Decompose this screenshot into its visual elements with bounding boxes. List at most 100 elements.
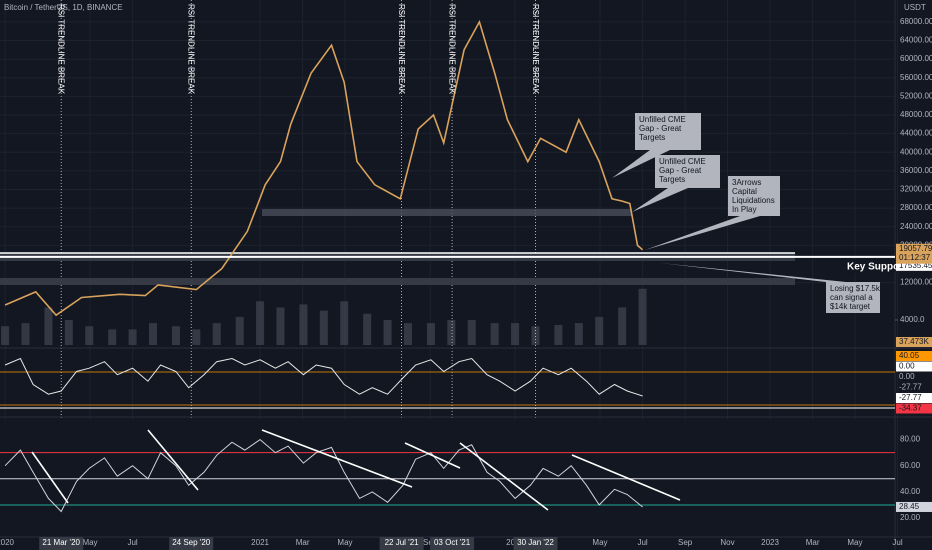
x-tick-label: Jul [637, 538, 647, 547]
y-tick-label: 60000.00 [900, 54, 932, 63]
callout-text: $14k target [830, 302, 871, 311]
osc-label: 40.05 [899, 351, 920, 360]
osc-label: -34.37 [899, 404, 922, 413]
volume-bar [171, 326, 180, 345]
event-note: RSI TRENDLINE BREAK [187, 4, 196, 95]
y-tick-label: 24000.00 [900, 222, 932, 231]
trendline [571, 454, 681, 501]
x-tick-label: Jul [892, 538, 902, 547]
y-tick-label: 64000.00 [900, 36, 932, 45]
x-tick-label: May [337, 538, 352, 547]
volume-bar [574, 323, 583, 345]
event-note: RSI TRENDLINE BREAK [57, 4, 66, 95]
trendline [261, 429, 413, 488]
callout-pointer [632, 188, 688, 212]
volume-bar [148, 323, 157, 345]
trendline [31, 451, 69, 504]
oscillator-line [4, 357, 643, 397]
last-price-label: 19057.79 [899, 244, 932, 253]
y-tick-label: 40.00 [900, 487, 921, 496]
y-tick-label: 28000.00 [900, 203, 932, 212]
event-date: 22 Jul '21 [385, 538, 420, 547]
volume-last-label: 37.473K [899, 337, 929, 346]
x-tick-label: Mar [806, 538, 820, 547]
y-tick-label: 44000.00 [900, 129, 932, 138]
callout-box [728, 176, 780, 216]
volume-bar [44, 307, 53, 345]
callout-box [826, 282, 880, 313]
osc-label-box [896, 351, 932, 361]
callout-text: Capital [732, 187, 757, 196]
cme-gap-band [262, 209, 632, 216]
y-tick-label: 4000.0 [900, 315, 925, 324]
event-date: 30 Jan '22 [517, 538, 554, 547]
callout-text: Losing $17.5k [830, 284, 881, 293]
volume-bar [192, 329, 201, 345]
x-tick-label: Sep [678, 538, 693, 547]
volume-bar [85, 326, 94, 345]
x-tick-label: May [847, 538, 862, 547]
callout-text: Targets [639, 133, 665, 142]
x-tick-label: 2020 [0, 538, 15, 547]
callout-text: Gap - Great [639, 124, 682, 133]
event-date-box [39, 537, 84, 550]
event-note: RSI TRENDLINE BREAK [447, 4, 456, 95]
volume-bar [595, 316, 604, 345]
x-tick-label: Jul [127, 538, 137, 547]
volume-bar [108, 329, 117, 345]
key-support-box [896, 259, 932, 271]
volume-bar [490, 323, 499, 345]
price-line [4, 19, 644, 317]
y-tick-label: 12000.00 [900, 278, 932, 287]
symbol-title: Bitcoin / TetherUS, 1D, BINANCE [4, 3, 123, 12]
callout-box [635, 113, 701, 150]
event-note: RSI TRENDLINE BREAK [397, 4, 406, 95]
osc-label: -27.77 [899, 383, 922, 392]
currency: USDT [904, 3, 926, 12]
event-date: 24 Sep '20 [172, 538, 211, 547]
countdown: 01:12:37 [899, 253, 931, 262]
rsi-last-label: 28.45 [899, 502, 920, 511]
y-tick-label: 20.00 [900, 513, 921, 522]
volume-bar [276, 307, 285, 345]
trendline [459, 442, 549, 511]
y-tick-label: 68000.00 [900, 17, 932, 26]
rsi-trendlines [31, 429, 681, 511]
x-tick-label: 2021 [251, 538, 269, 547]
volume-bar [426, 323, 435, 345]
osc-label: 0.00 [899, 362, 915, 371]
support-band [0, 278, 795, 285]
volume-bar [212, 323, 221, 345]
x-tick-label: May [592, 538, 607, 547]
osc-label-box [896, 403, 932, 414]
callout-text: can signal a [830, 293, 873, 302]
volume-bar [403, 323, 412, 345]
osc-label: -27.77 [899, 393, 922, 402]
volume-bar [467, 320, 476, 345]
volume-bar [363, 313, 372, 345]
volume-bar [383, 320, 392, 345]
rsi-last-box [896, 501, 932, 512]
volume-bar [1, 326, 10, 345]
key-support-label: 17535.45 [899, 261, 932, 270]
key-support-text: Key Support [847, 261, 907, 272]
y-tick-label: 48000.00 [900, 110, 932, 119]
callout-box [655, 155, 720, 188]
event-date-box [379, 537, 424, 550]
volume-bar [638, 288, 647, 345]
callout-text: Gap - Great [659, 166, 702, 175]
y-tick-label: 80.00 [900, 435, 921, 444]
volume-bar [319, 310, 328, 345]
event-note: RSI TRENDLINE BREAK [531, 4, 540, 95]
x-tick-label: Nov [720, 538, 734, 547]
volume-bar [340, 301, 349, 345]
y-tick-label: 36000.00 [900, 166, 932, 175]
volume-bar [531, 326, 540, 345]
callout-pointer [660, 263, 846, 282]
volume-bar [128, 329, 137, 345]
volume-bar [299, 304, 308, 345]
osc-label-box [896, 393, 932, 403]
trendline [147, 429, 199, 491]
